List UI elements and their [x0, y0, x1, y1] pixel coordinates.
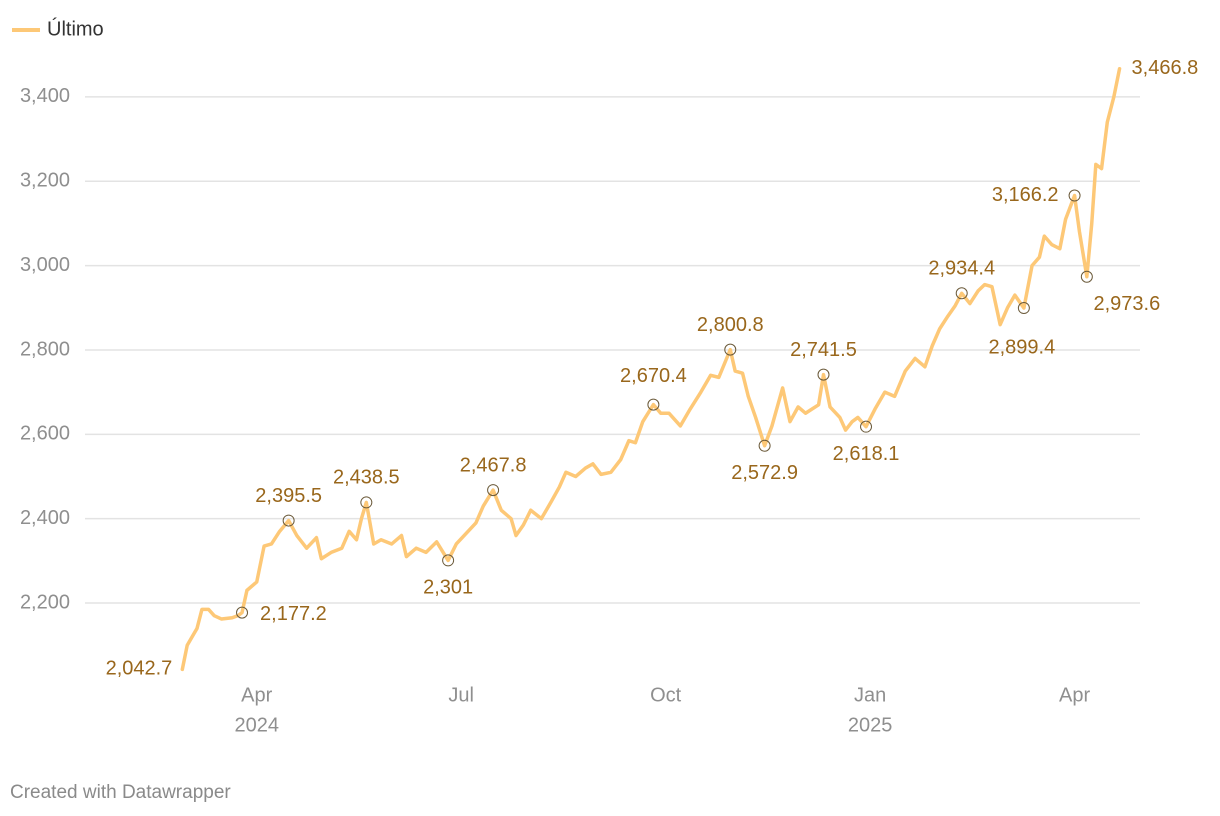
y-tick-label: 2,800	[20, 338, 70, 360]
value-label: 2,670.4	[620, 365, 687, 387]
x-tick-label: Oct	[650, 684, 682, 706]
y-tick-label: 3,000	[20, 254, 70, 276]
point-marker	[860, 420, 873, 433]
y-tick-label: 2,200	[20, 591, 70, 613]
value-label: 3,166.2	[992, 184, 1059, 206]
y-tick-label: 3,400	[20, 85, 70, 107]
point-marker	[236, 606, 249, 619]
point-marker	[647, 398, 660, 411]
x-tick-label: Apr	[1059, 684, 1090, 706]
y-tick-label: 2,600	[20, 423, 70, 445]
y-tick-label: 3,200	[20, 170, 70, 192]
point-marker	[1080, 270, 1093, 283]
value-label: 2,973.6	[1093, 293, 1160, 315]
value-label: 2,572.9	[731, 462, 798, 484]
point-marker	[1068, 189, 1081, 202]
x-tick-label: Jan	[854, 684, 886, 706]
x-tick-year: 2025	[848, 714, 893, 736]
footer: Created with Datawrapper	[10, 782, 231, 803]
point-marker	[1017, 302, 1030, 315]
legend-label: Último	[47, 17, 104, 40]
value-label: 3,466.8	[1132, 57, 1199, 79]
value-label: 2,467.8	[460, 454, 527, 476]
point-marker	[758, 439, 771, 452]
point-marker	[487, 484, 500, 497]
value-label: 2,395.5	[255, 485, 322, 507]
value-label: 2,177.2	[260, 603, 327, 625]
value-label: 2,438.5	[333, 467, 400, 489]
line	[180, 67, 1122, 672]
point-marker	[955, 287, 968, 300]
point-marker	[724, 343, 737, 356]
value-label: 2,800.8	[697, 314, 764, 336]
value-label: 2,741.5	[790, 339, 857, 361]
value-label: 2,042.7	[106, 658, 173, 680]
x-tick-year: 2024	[234, 714, 279, 736]
value-label: 2,301	[423, 577, 473, 599]
value-label: 2,934.4	[928, 258, 995, 280]
point-marker	[360, 496, 373, 509]
x-tick-label: Jul	[448, 684, 474, 706]
point-marker	[282, 514, 295, 527]
y-tick-label: 2,400	[20, 507, 70, 529]
value-label: 2,899.4	[989, 336, 1056, 358]
value-label: 2,618.1	[833, 443, 900, 465]
point-marker	[817, 368, 830, 381]
point-marker	[442, 554, 455, 567]
x-tick-label: Apr	[241, 684, 272, 706]
